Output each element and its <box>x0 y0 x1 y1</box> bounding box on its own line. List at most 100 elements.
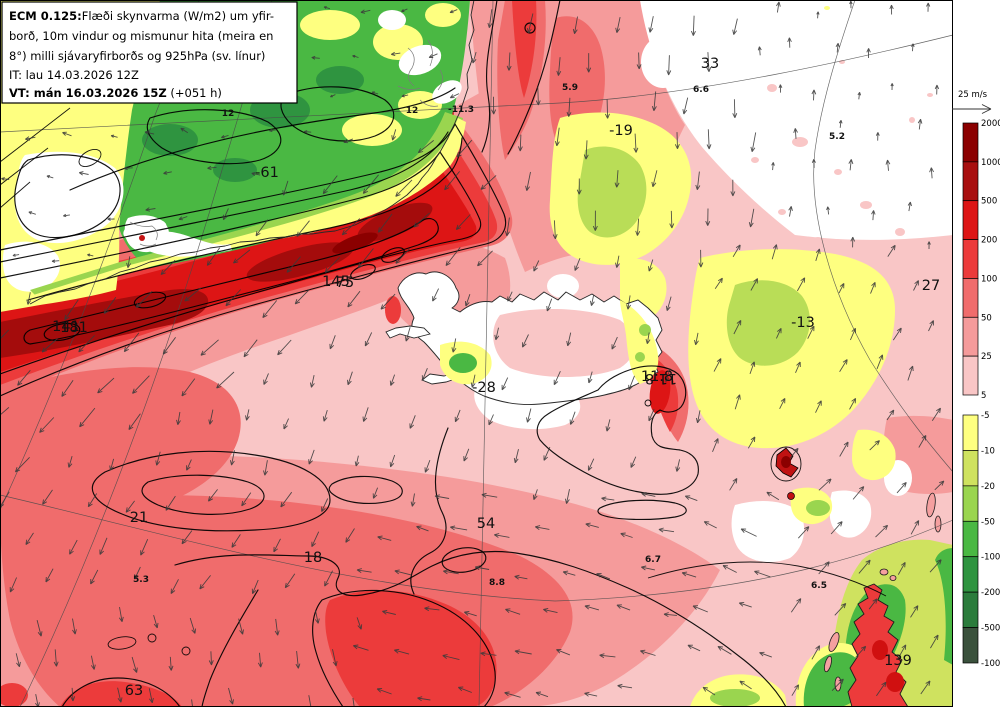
wind-arrow-icon <box>543 446 551 461</box>
wind-arrow-icon <box>251 172 261 176</box>
wind-arrow-icon <box>181 378 196 397</box>
wind-arrow-icon <box>145 207 156 212</box>
wind-arrow-icon <box>125 500 135 513</box>
map-label: 12 <box>222 109 235 119</box>
wind-arrow-icon <box>356 568 372 573</box>
wind-arrow-icon <box>501 377 509 391</box>
wind-arrow-icon <box>852 486 865 500</box>
wind-arrows-layer <box>0 0 945 707</box>
wind-arrow-icon <box>216 371 235 389</box>
wind-arrow-icon <box>389 454 396 468</box>
wind-arrow-icon <box>694 332 699 346</box>
wind-arrow-icon <box>377 535 392 541</box>
wind-arrow-icon <box>284 573 296 589</box>
wind-arrow-icon <box>855 645 867 658</box>
wind-arrow-icon <box>382 609 396 615</box>
wind-arrow-icon <box>532 489 538 501</box>
wind-arrow-icon <box>110 134 118 138</box>
wind-arrow-icon <box>771 162 775 171</box>
wind-arrow-icon <box>391 129 397 141</box>
wind-arrow-icon <box>572 16 578 35</box>
map-label: 6.6 <box>693 85 709 95</box>
positive-flux-band <box>962 239 979 279</box>
wind-arrow-icon <box>200 339 219 356</box>
wind-arrow-icon <box>118 607 124 623</box>
wind-arrow-icon <box>635 218 641 236</box>
wind-arrow-icon <box>876 354 884 370</box>
wind-arrow-icon <box>245 409 250 421</box>
wind-arrow-icon <box>911 43 915 52</box>
wind-arrow-icon <box>163 170 172 175</box>
contour-lines <box>0 0 887 707</box>
map-label: 18 <box>304 550 322 566</box>
map-label: 63 <box>125 683 143 699</box>
iceland-region <box>385 271 663 405</box>
wind-arrow-icon <box>892 327 902 341</box>
wind-arrow-icon <box>506 52 512 71</box>
wind-arrow-icon <box>296 220 310 237</box>
negative-flux-tick-label: -20 <box>981 482 995 492</box>
wind-arrow-icon <box>869 440 880 451</box>
wind-arrow-icon <box>599 653 616 659</box>
wind-arrow-icon <box>277 339 292 356</box>
positive-flux-band <box>962 355 979 396</box>
map-label: 5.9 <box>562 83 578 93</box>
wind-arrow-icon <box>477 250 493 267</box>
wind-arrow-icon <box>449 93 460 99</box>
wind-arrow-icon <box>409 415 416 429</box>
positive-flux-band <box>962 278 979 318</box>
wind-arrow-icon <box>295 651 301 669</box>
wind-arrow-icon <box>771 244 778 260</box>
wind-arrow-icon <box>170 579 179 594</box>
wind-arrow-icon <box>934 84 940 95</box>
wind-arrow-icon <box>926 2 931 12</box>
wind-arrow-icon <box>352 697 355 707</box>
wind-arrow-icon <box>665 296 672 311</box>
wind-arrow-icon <box>871 210 876 221</box>
wind-arrow-icon <box>546 298 553 312</box>
wind-arrow-icon <box>747 436 756 449</box>
wind-arrow-icon <box>815 248 821 262</box>
wind-arrow-icon <box>732 99 738 118</box>
wind-arrow-icon <box>389 374 396 386</box>
wind-arrow-icon <box>776 1 781 13</box>
wind-arrow-icon <box>889 4 894 15</box>
wind-arrow-icon <box>552 220 558 240</box>
wind-arrow-icon <box>39 417 55 433</box>
wind-arrow-icon <box>162 337 176 355</box>
wind-arrow-icon <box>283 418 290 430</box>
wind-arrow-icon <box>263 373 269 385</box>
wind-arrow-icon <box>703 521 717 529</box>
wind-arrow-icon <box>123 332 140 353</box>
wind-arrow-icon <box>329 335 336 350</box>
wind-arrow-icon <box>734 394 741 410</box>
wind-arrow-icon <box>918 435 927 448</box>
wind-arrow-icon <box>583 140 589 160</box>
wind-arrow-icon <box>51 259 60 263</box>
positive-flux-legend: 2000 1000 500 200 100 50 25 5 <box>962 119 1000 401</box>
wind-arrow-icon <box>740 528 757 537</box>
wind-arrow-icon <box>206 247 221 266</box>
wind-arrow-icon <box>849 397 857 410</box>
negative-flux-band <box>962 520 979 558</box>
wind-arrow-icon <box>525 171 531 191</box>
wind-arrow-icon <box>376 687 392 695</box>
wind-arrow-icon <box>238 618 244 635</box>
wind-arrow-icon <box>9 577 18 593</box>
wind-arrow-icon <box>480 175 497 190</box>
wind-arrow-icon <box>818 478 832 491</box>
title-line-3: 8°) milli sjávaryfirborðs og 925hPa (sv.… <box>9 49 265 63</box>
wind-arrow-icon <box>457 686 472 693</box>
wind-arrow-icon <box>858 559 871 574</box>
wind-arrow-icon <box>126 256 132 268</box>
wind-arrow-icon <box>831 678 844 692</box>
wind-arrow-icon <box>255 219 269 237</box>
wind-arrow-icon <box>793 128 798 139</box>
wind-arrow-icon <box>705 208 711 226</box>
wind-arrow-icon <box>394 648 410 655</box>
title-line-1: ECM 0.125:Flæði skynvarma (W/m2) um yfir… <box>9 9 274 23</box>
wind-arrow-icon <box>587 458 595 471</box>
wind-arrow-icon <box>775 327 782 339</box>
wind-arrow-icon <box>463 448 470 462</box>
wind-arrow-icon <box>811 645 821 660</box>
